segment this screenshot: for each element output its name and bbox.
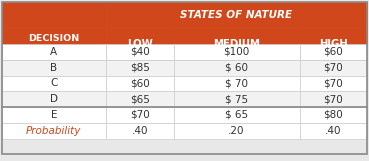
Bar (300, 28, 367, 60)
Text: A: A (50, 47, 58, 57)
Text: .40: .40 (325, 126, 342, 136)
Bar (300, 76, 367, 91)
Text: $70: $70 (324, 94, 343, 104)
Text: $ 70: $ 70 (225, 78, 248, 88)
Text: LOW: LOW (127, 39, 153, 49)
Bar (173, 28, 300, 60)
Bar (2, 107, 106, 123)
Bar (106, 44, 173, 60)
Bar (2, 44, 106, 60)
Bar (173, 76, 300, 91)
Text: C: C (50, 78, 58, 88)
Text: Probability: Probability (26, 126, 82, 136)
Text: HIGH: HIGH (319, 39, 348, 49)
Text: MEDIUM: MEDIUM (213, 39, 260, 49)
Text: .40: .40 (131, 126, 148, 136)
Bar (106, 91, 173, 107)
Bar (2, 76, 106, 91)
Bar (106, 76, 173, 91)
Bar (106, 2, 367, 28)
Text: STATES OF NATURE: STATES OF NATURE (180, 10, 293, 20)
Bar (2, 60, 106, 76)
Text: $85: $85 (130, 63, 150, 73)
Text: B: B (50, 63, 58, 73)
Bar (2, 28, 106, 60)
Bar (173, 123, 300, 139)
Text: .20: .20 (228, 126, 245, 136)
Bar (300, 107, 367, 123)
Text: $40: $40 (130, 47, 149, 57)
Bar (300, 91, 367, 107)
Text: $ 75: $ 75 (225, 94, 248, 104)
Text: $70: $70 (324, 63, 343, 73)
Text: $60: $60 (130, 78, 149, 88)
Text: $80: $80 (324, 110, 343, 120)
Bar (300, 123, 367, 139)
Text: $ 60: $ 60 (225, 63, 248, 73)
Text: D: D (50, 94, 58, 104)
Bar (300, 44, 367, 60)
Bar (2, 123, 106, 139)
Bar (2, 2, 106, 28)
Text: $100: $100 (224, 47, 250, 57)
Text: DECISION
ALTERNATIVES: DECISION ALTERNATIVES (15, 34, 93, 54)
Text: $65: $65 (130, 94, 150, 104)
Text: $70: $70 (130, 110, 149, 120)
Bar (106, 60, 173, 76)
Bar (173, 107, 300, 123)
Bar (173, 91, 300, 107)
Bar (173, 44, 300, 60)
Bar (106, 28, 173, 60)
Bar (300, 60, 367, 76)
Text: $60: $60 (324, 47, 343, 57)
Bar (106, 123, 173, 139)
Text: E: E (51, 110, 57, 120)
Bar (2, 91, 106, 107)
Bar (173, 60, 300, 76)
Bar (106, 107, 173, 123)
Text: $70: $70 (324, 78, 343, 88)
Text: $ 65: $ 65 (225, 110, 248, 120)
